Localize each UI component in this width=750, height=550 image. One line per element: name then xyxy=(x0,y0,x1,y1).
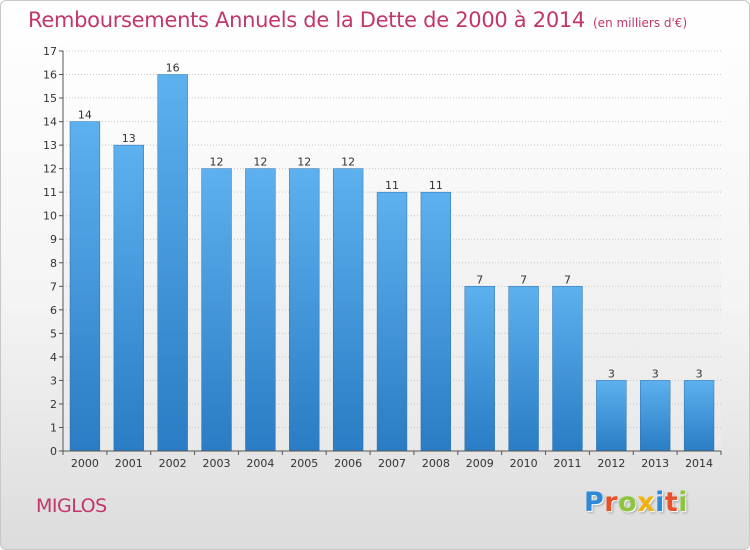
x-tick-label: 2006 xyxy=(334,457,362,470)
data-label: 7 xyxy=(520,273,527,286)
proxiti-logo[interactable]: Proxiti xyxy=(584,487,688,518)
bars xyxy=(69,74,715,452)
data-label: 14 xyxy=(78,109,92,122)
bar-2014 xyxy=(683,380,715,452)
data-label: 3 xyxy=(652,367,659,380)
y-tick-label: 8 xyxy=(50,257,57,270)
y-tick-label: 13 xyxy=(43,139,57,152)
y-tick-label: 0 xyxy=(50,445,57,458)
bar-2011 xyxy=(552,286,583,452)
data-label: 12 xyxy=(341,156,355,169)
y-tick-label: 16 xyxy=(43,69,57,82)
y-tick-label: 11 xyxy=(43,186,57,199)
x-tick-labels: 2000 2001 2002 2003 2004 2005 2006 2007 2008 2009… xyxy=(71,457,713,470)
x-tick-label: 2011 xyxy=(553,457,581,470)
bar-2006 xyxy=(332,168,364,452)
data-labels: 14 13 16 12 12 12 12 11 11 7 7 7 3 3 3 xyxy=(78,62,703,381)
data-label: 3 xyxy=(608,367,615,380)
logo-letter: r xyxy=(604,487,619,518)
y-tick-label: 12 xyxy=(43,163,57,176)
data-label: 11 xyxy=(429,179,443,192)
commune-name: MIGLOS xyxy=(36,495,107,517)
x-tick-label: 2002 xyxy=(159,457,187,470)
chart-unit: (en milliers d'€) xyxy=(593,16,688,30)
y-tick-label: 7 xyxy=(50,280,57,293)
data-label: 7 xyxy=(476,273,483,286)
x-tick-label: 2003 xyxy=(203,457,231,470)
bar-2007 xyxy=(376,191,408,452)
x-tick-label: 2012 xyxy=(597,457,625,470)
y-tick-label: 3 xyxy=(50,374,57,387)
logo-letter: P xyxy=(584,487,605,518)
data-label: 13 xyxy=(122,132,136,145)
chart-title: Remboursements Annuels de la Dette de 20… xyxy=(28,8,687,32)
logo-letter: t xyxy=(664,487,679,518)
data-label: 7 xyxy=(564,273,571,286)
x-tick-label: 2001 xyxy=(115,457,143,470)
bar-2010 xyxy=(508,286,539,452)
chart-title-text: Remboursements Annuels de la Dette de 20… xyxy=(28,8,585,32)
bar-2009 xyxy=(464,286,495,452)
data-label: 11 xyxy=(385,179,399,192)
logo-letter: o xyxy=(618,487,638,518)
bar-2012 xyxy=(596,380,627,452)
x-tick-label: 2008 xyxy=(422,457,450,470)
x-tick-label: 2014 xyxy=(685,457,713,470)
logo-letter: x xyxy=(637,487,656,518)
x-tick-label: 2007 xyxy=(378,457,406,470)
y-tick-label: 14 xyxy=(43,116,57,129)
data-label: 3 xyxy=(696,367,703,380)
bar-2008 xyxy=(420,191,452,452)
data-label: 12 xyxy=(253,156,267,169)
x-tick-label: 2005 xyxy=(290,457,318,470)
y-tick-label: 9 xyxy=(50,233,57,246)
bar-2003 xyxy=(201,168,232,452)
bar-2005 xyxy=(289,168,320,452)
x-tick-label: 2009 xyxy=(466,457,494,470)
y-tick-label: 6 xyxy=(50,304,57,317)
logo-letter: i xyxy=(678,487,689,518)
axes xyxy=(59,50,722,455)
y-tick-label: 1 xyxy=(50,421,57,434)
data-label: 12 xyxy=(297,156,311,169)
y-tick-label: 4 xyxy=(50,351,57,364)
y-tick-label: 17 xyxy=(43,45,57,58)
bar-2000 xyxy=(69,121,101,452)
bar-2013 xyxy=(640,380,671,452)
y-tick-label: 5 xyxy=(50,327,57,340)
x-tick-label: 2010 xyxy=(510,457,538,470)
y-tick-label: 10 xyxy=(43,210,57,223)
data-label: 16 xyxy=(166,62,180,75)
y-tick-label: 15 xyxy=(43,92,57,105)
x-tick-label: 2013 xyxy=(641,457,669,470)
bar-2002 xyxy=(157,74,188,452)
x-tick-label: 2000 xyxy=(71,457,99,470)
bar-2001 xyxy=(113,144,144,452)
logo-letter: i xyxy=(655,487,665,518)
data-label: 12 xyxy=(210,156,224,169)
x-tick-label: 2004 xyxy=(246,457,274,470)
y-tick-label: 2 xyxy=(50,398,57,411)
bar-2004 xyxy=(245,168,276,452)
